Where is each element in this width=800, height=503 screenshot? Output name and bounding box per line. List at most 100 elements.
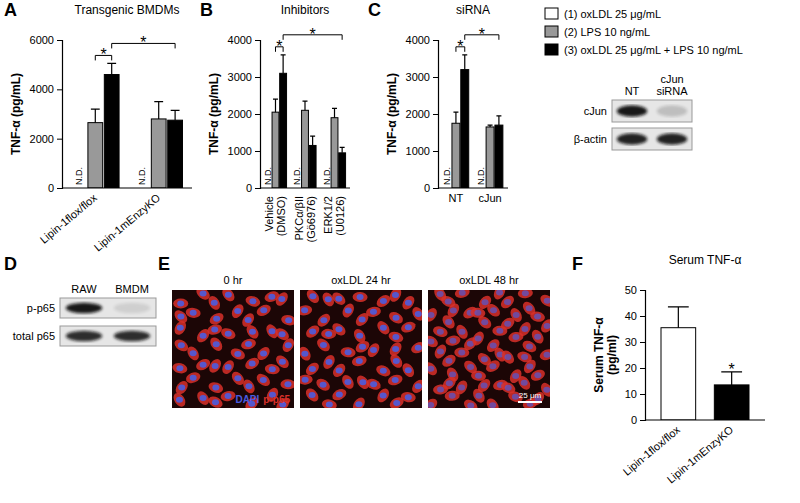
image-label: oxLDL 48 hr: [459, 274, 519, 286]
cell: [220, 390, 237, 403]
value-label: N.D.: [476, 167, 486, 185]
nucleus: [309, 366, 316, 372]
cell: [410, 305, 422, 323]
cell: [440, 313, 457, 331]
y-tick-label: 2000: [406, 108, 430, 120]
nucleus: [260, 377, 267, 383]
cell: [351, 395, 368, 408]
cell: [280, 336, 294, 354]
significance-label: *: [310, 26, 316, 43]
y-tick-mark: [255, 40, 260, 41]
nucleus: [544, 323, 550, 329]
figure: ABCDEFN.D.N.D.0200040006000Lipin-1flox/f…: [0, 0, 800, 503]
legend-swatch: [545, 8, 558, 19]
bar: [486, 127, 494, 188]
nucleus: [405, 394, 412, 400]
scale-bar: [518, 401, 542, 403]
nucleus: [356, 358, 363, 364]
cell: [340, 346, 356, 358]
nucleus: [359, 379, 366, 385]
nucleus: [370, 347, 377, 353]
nucleus: [489, 402, 496, 408]
nucleus: [336, 392, 343, 398]
y-tick-label: 0: [631, 414, 637, 426]
nucleus: [437, 291, 444, 297]
category-label-line: NT: [449, 192, 464, 204]
nucleus: [225, 292, 232, 298]
cell: [374, 292, 392, 309]
plot-area: [452, 55, 503, 188]
nucleus: [415, 311, 422, 317]
nucleus: [475, 373, 482, 379]
y-tick-mark: [433, 40, 438, 41]
cell: [304, 290, 321, 305]
cell: [244, 294, 262, 309]
nucleus: [505, 385, 512, 391]
nucleus: [459, 329, 466, 335]
cell: [476, 314, 494, 331]
blot-band: [617, 105, 647, 116]
blot-band: [657, 105, 687, 116]
y-tick-mark: [255, 188, 260, 189]
cell: [300, 304, 313, 316]
nucleus: [225, 393, 232, 399]
significance-label: *: [100, 46, 106, 63]
nucleus: [269, 328, 276, 334]
image-label: 0 hr: [224, 274, 243, 286]
nucleus: [285, 317, 292, 323]
nucleus: [225, 331, 232, 337]
blot-column-label: RAW: [71, 283, 97, 295]
x-axis-line: [438, 187, 508, 188]
nucleus: [415, 383, 422, 389]
nucleus: [178, 385, 185, 391]
y-axis-title: Serum TNF-α(pg/ml): [592, 317, 619, 393]
y-tick-mark: [433, 114, 438, 115]
bar: [151, 119, 166, 188]
nucleus: [459, 290, 466, 296]
cell: [315, 336, 333, 354]
nucleus: [335, 296, 342, 302]
y-tick: 0: [631, 414, 645, 426]
panel-label: F: [572, 254, 583, 274]
error-bar: [462, 55, 467, 70]
y-tick-mark: [433, 188, 438, 189]
nucleus: [475, 335, 482, 341]
nucleus: [212, 399, 219, 405]
bar: [168, 120, 183, 188]
value-label: N.D.: [263, 167, 273, 185]
y-tick-label: 1000: [228, 145, 252, 157]
category-label-line: Vehicle: [263, 196, 275, 231]
cell: [330, 321, 348, 338]
y-axis-line: [255, 41, 261, 189]
y-tick: 40: [625, 310, 645, 322]
nucleus: [260, 307, 267, 313]
nucleus: [357, 294, 364, 300]
category-label: Lipin-1flox/flox: [37, 191, 99, 246]
y-tick: 2000: [30, 133, 62, 145]
nucleus: [245, 383, 252, 389]
cell: [484, 396, 501, 408]
y-tick: 50: [625, 284, 645, 296]
category-label-line: (U0126): [334, 196, 346, 236]
nucleus: [392, 346, 399, 352]
y-axis-title: TNF-α (pg/mL): [9, 73, 23, 155]
nucleus: [526, 344, 533, 350]
blot-strip: [612, 128, 692, 150]
error-bar: [281, 55, 286, 74]
cell: [241, 377, 257, 395]
nucleus: [481, 356, 488, 362]
cell: [304, 323, 322, 340]
cell: [314, 376, 332, 393]
y-tick-label: 30: [625, 336, 637, 348]
nucleus: [449, 393, 456, 399]
cells: [172, 290, 294, 408]
nucleus: [190, 350, 197, 356]
cell: [400, 391, 416, 403]
cell: [538, 347, 550, 362]
significance-label: *: [729, 361, 735, 378]
nucleus: [544, 298, 550, 304]
blot-column-label-line: RAW: [71, 283, 97, 295]
y-tick: 30: [625, 336, 645, 348]
cell: [255, 302, 273, 318]
image-background: [300, 290, 422, 408]
